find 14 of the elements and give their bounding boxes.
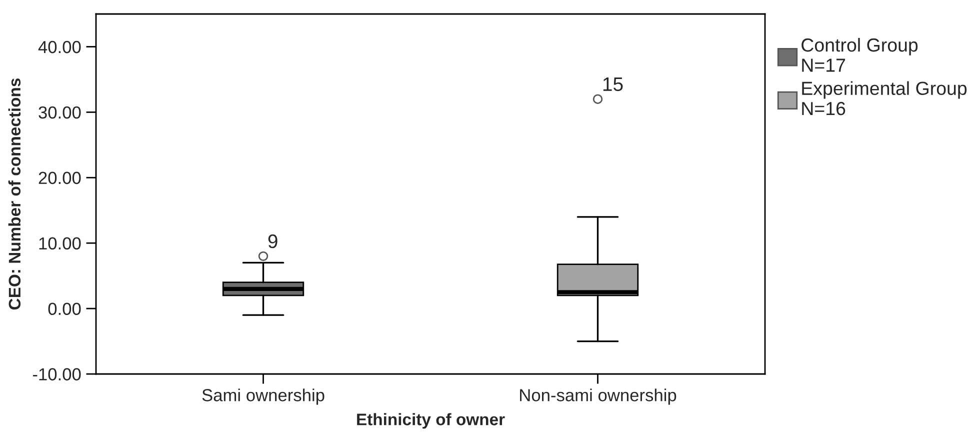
legend-label: Control Group N=17 (802, 38, 918, 72)
legend-label: Experimental Group N=16 (802, 81, 967, 116)
y-tick-label: 10.00 (39, 237, 81, 250)
y-tick-label: 40.00 (38, 40, 81, 54)
y-tick-label: 0.00 (48, 302, 81, 316)
y-tick-label: -10.00 (32, 368, 81, 380)
x-tick-label: Sami ownership (202, 388, 324, 405)
x-tick-label: Non-sami ownership (520, 388, 676, 405)
y-tick-label: 30.00 (38, 106, 81, 119)
x-axis-title: Ethinicity of owner (357, 413, 505, 429)
y-axis-title: CEO: Number of connections (8, 78, 21, 310)
y-tick-label: 20.00 (38, 172, 81, 184)
annotation: 15 (603, 78, 623, 92)
annotation: 9 (268, 234, 278, 248)
